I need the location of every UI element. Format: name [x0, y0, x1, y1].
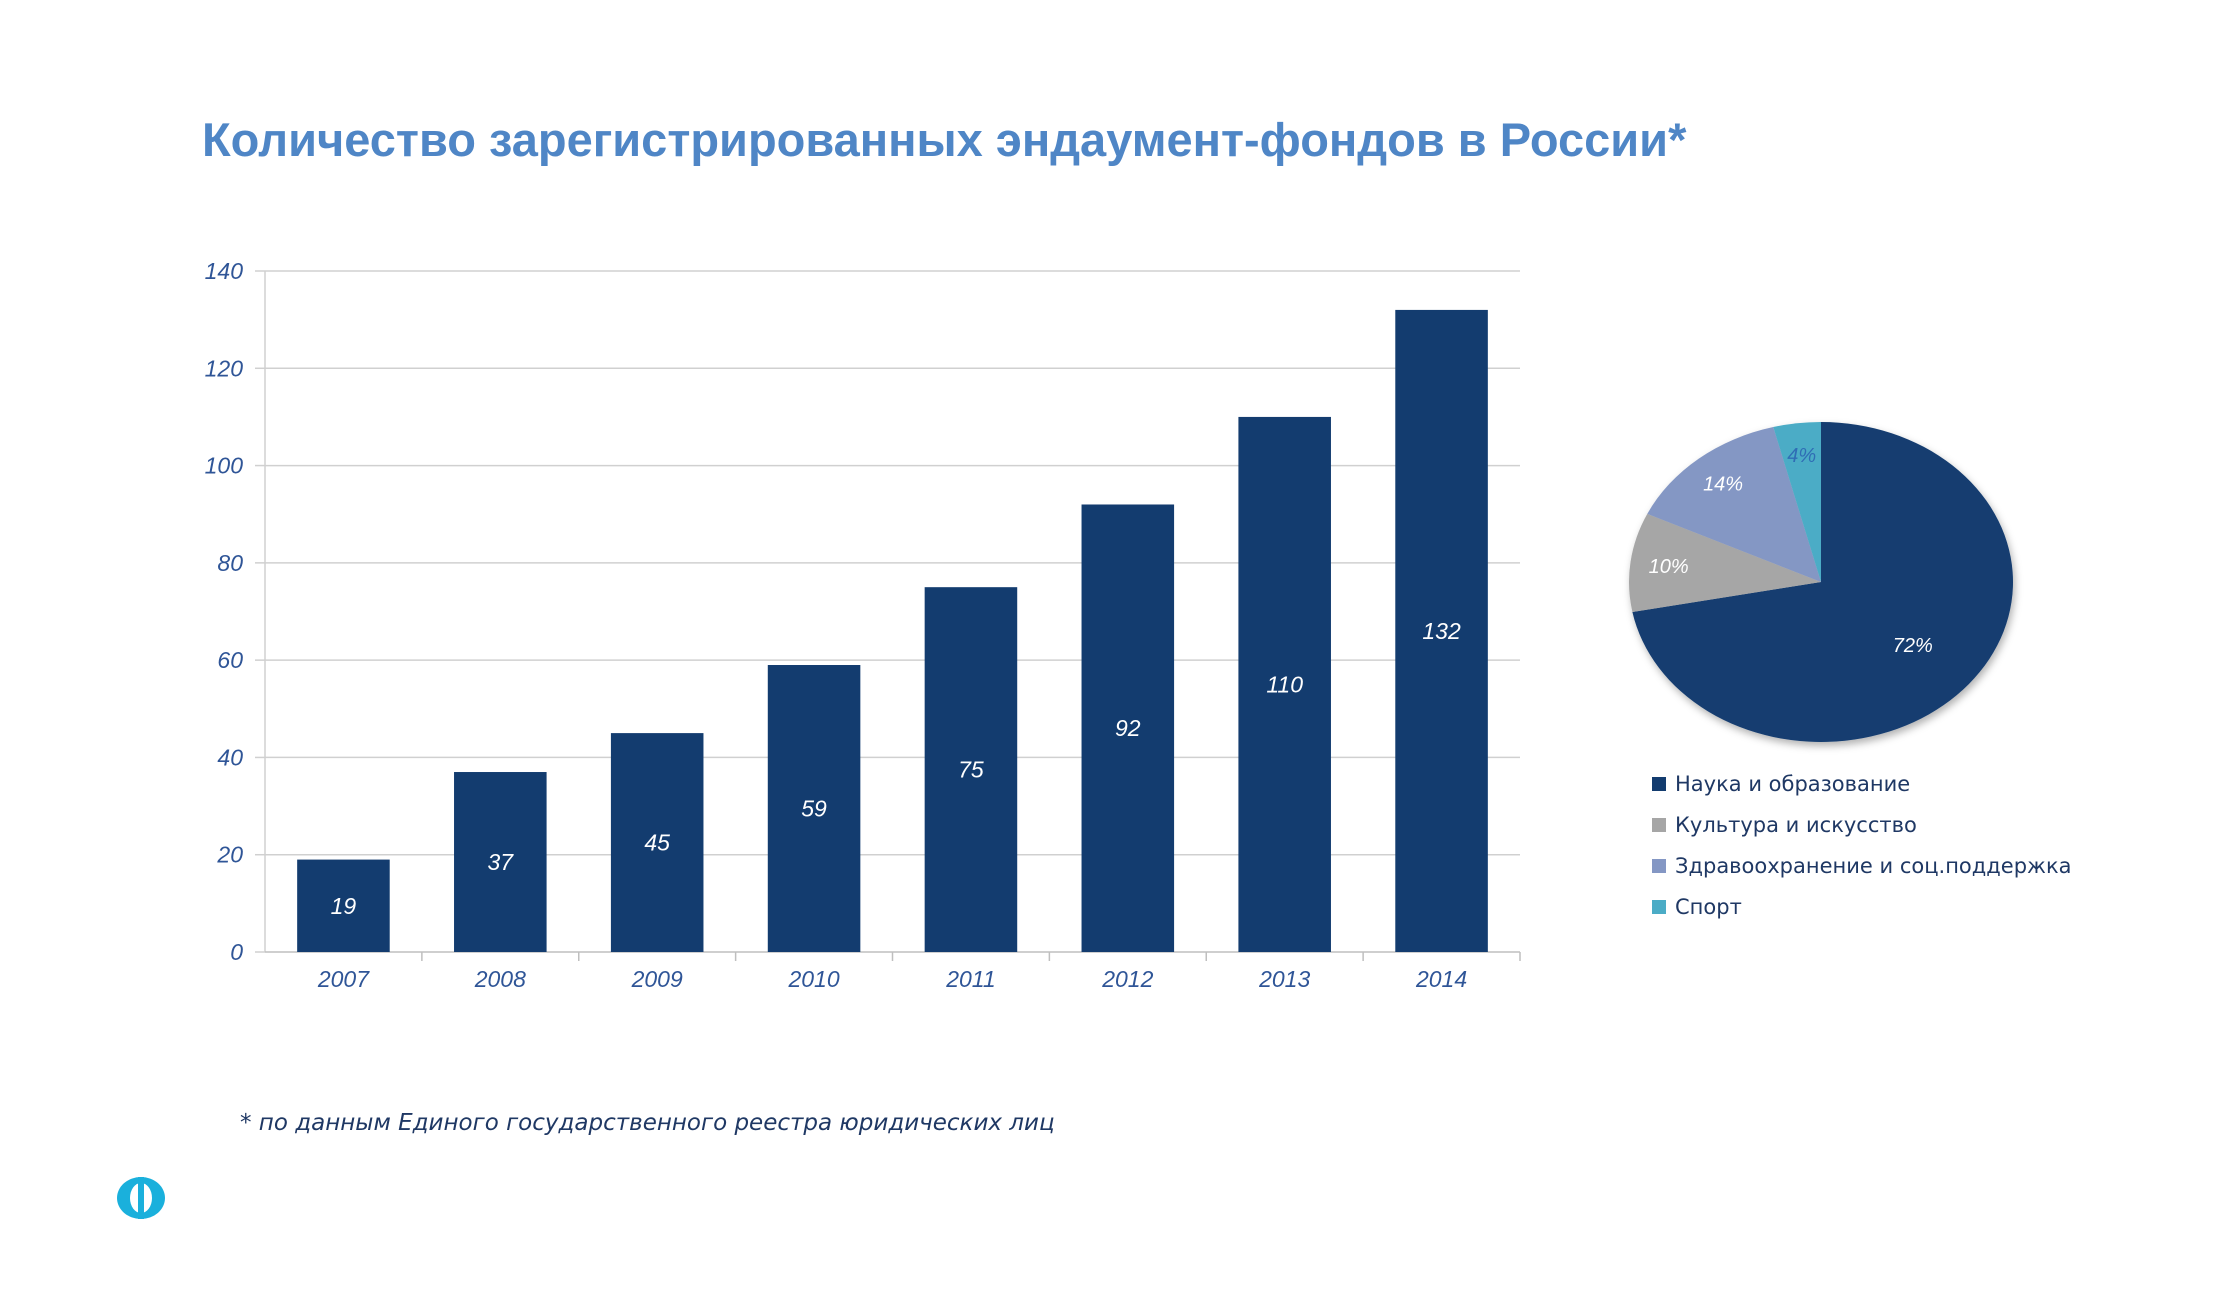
bar-data-label: 92 [1115, 715, 1141, 741]
y-tick-label: 80 [217, 550, 243, 576]
y-tick-label: 120 [205, 355, 244, 381]
pie-slice-label: 14% [1703, 473, 1743, 495]
x-tick-label: 2010 [787, 966, 839, 992]
legend-swatch [1652, 776, 1666, 791]
ring-logo-icon [117, 1177, 165, 1219]
bar [297, 859, 390, 952]
x-tick-label: 2011 [945, 966, 995, 992]
y-tick-label: 40 [217, 744, 243, 770]
pie-slice [1773, 422, 1821, 582]
x-tick-label: 2007 [317, 966, 370, 992]
pie-slice-label: 72% [1893, 635, 1933, 657]
legend-item: Спорт [1652, 886, 2072, 927]
pie-legend: Наука и образование Культура и искусство… [1652, 763, 2072, 927]
bar [610, 733, 704, 952]
legend-item: Культура и искусство [1652, 804, 2072, 845]
footnote: * по данным Единого государственного рее… [240, 1110, 1055, 1136]
pie-slice-label: 10% [1649, 556, 1689, 578]
bar [454, 772, 547, 952]
pie-slice-label: 4% [1787, 445, 1816, 467]
legend-swatch [1652, 817, 1666, 832]
legend-item: Наука и образование [1652, 763, 2072, 804]
pie-slice [1647, 427, 1821, 582]
x-tick-label: 2008 [474, 966, 526, 992]
bar-data-label: 19 [331, 893, 357, 919]
legend-label: Спорт [1675, 894, 1742, 919]
legend-item: Здравоохранение и соц.поддержка [1652, 845, 2072, 886]
x-tick-label: 2014 [1415, 966, 1467, 992]
legend-swatch [1652, 899, 1666, 914]
y-tick-label: 100 [205, 453, 244, 479]
pie-slice [1632, 422, 2014, 743]
bar-data-label: 37 [488, 849, 515, 875]
page-title: Количество зарегистрированных эндаумент-… [202, 113, 1687, 166]
x-tick-label: 2009 [631, 966, 683, 992]
bar-data-label: 45 [644, 830, 670, 856]
x-tick-label: 2013 [1258, 966, 1310, 992]
bar-data-label: 59 [801, 796, 827, 822]
bar-data-label: 110 [1266, 671, 1303, 697]
bar [924, 587, 1018, 952]
y-tick-label: 140 [205, 258, 244, 284]
bar-data-label: 75 [958, 757, 984, 783]
legend-label: Культура и искусство [1675, 812, 1917, 837]
legend-label: Наука и образование [1675, 771, 1911, 796]
pie-slices [1629, 422, 2014, 743]
bar [1081, 504, 1175, 952]
bar [767, 665, 861, 952]
y-tick-label: 20 [216, 842, 243, 868]
legend-swatch [1652, 858, 1666, 873]
y-tick-label: 60 [217, 647, 243, 673]
y-tick-label: 0 [230, 939, 243, 965]
x-tick-label: 2012 [1101, 966, 1153, 992]
bar [1238, 416, 1331, 952]
bar-data-label: 132 [1422, 618, 1461, 644]
legend-label: Здравоохранение и соц.поддержка [1675, 853, 2072, 878]
bar [1395, 309, 1488, 952]
pie-slice [1629, 513, 1821, 612]
